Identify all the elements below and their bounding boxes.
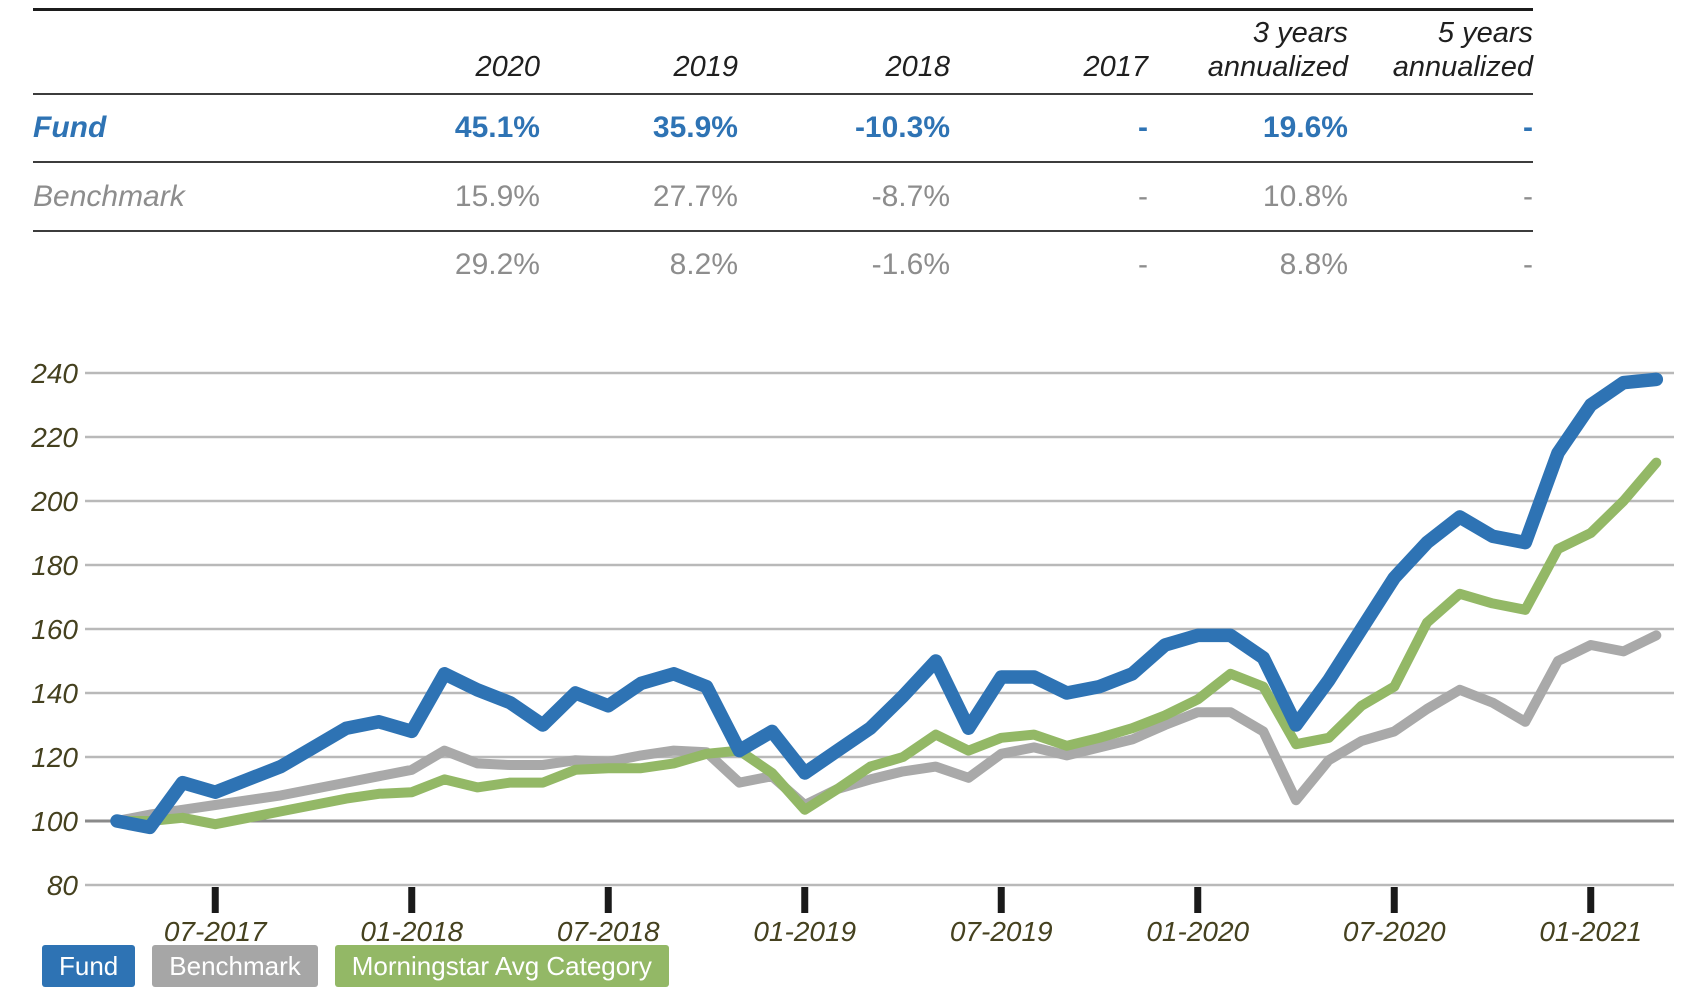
table-cell: 27.7% [652, 179, 738, 213]
x-tick-mark [1587, 887, 1595, 913]
table-header-cell: 2018 [885, 51, 950, 83]
table-cell: -1.6% [871, 248, 950, 281]
x-tick-mark [1390, 887, 1398, 913]
x-axis-label: 01-2018 [360, 916, 463, 947]
y-axis-label: 220 [30, 422, 78, 453]
y-axis-label: 180 [31, 550, 78, 581]
x-axis-label: 07-2020 [1343, 916, 1446, 947]
table-cell: 29.2% [454, 248, 540, 281]
table-header-cell: 3 years annualized [1207, 17, 1348, 83]
table-cell: 19.6% [1262, 111, 1348, 144]
table-cell: 10.8% [1262, 179, 1348, 213]
x-axis-label: 01-2019 [753, 916, 856, 947]
table-cell: - [1138, 111, 1148, 144]
y-axis-label: 100 [31, 806, 78, 837]
table-row-fund: Fund 45.1% 35.9% -10.3% - 19.6% - [33, 95, 1533, 163]
series-line-fund [110, 372, 1664, 835]
x-axis-label: 07-2017 [164, 916, 268, 947]
table-cell: - [1523, 248, 1533, 281]
table-cell: -10.3% [854, 111, 950, 144]
y-axis-label: 160 [31, 614, 78, 645]
table-cell: - [1523, 111, 1533, 144]
x-axis-label: 07-2019 [950, 916, 1053, 947]
legend-item-benchmark: Benchmark [152, 945, 318, 987]
performance-table: 2020 2019 2018 2017 3 years annualized 5 year… [33, 8, 1533, 298]
table-cell: - [1523, 179, 1533, 213]
x-axis-label: 07-2018 [557, 916, 660, 947]
table-cell: 45.1% [454, 111, 540, 144]
table-header-cell: 2017 [1083, 51, 1148, 83]
x-axis-label: 01-2021 [1539, 916, 1642, 947]
legend-item-morningstar-avg-category: Morningstar Avg Category [334, 945, 669, 987]
table-row-category: 29.2% 8.2% -1.6% - 8.8% - [33, 232, 1533, 298]
x-axis-label: 01-2020 [1146, 916, 1249, 947]
table-header-cell: 2019 [673, 51, 738, 83]
x-tick-mark [408, 887, 416, 913]
x-tick-mark [1194, 887, 1202, 913]
table-cell: - [1138, 179, 1148, 213]
table-cell: -8.7% [871, 179, 950, 213]
table-cell: 8.2% [669, 248, 738, 281]
y-axis-label: 120 [31, 742, 78, 773]
table-cell: - [1138, 248, 1148, 281]
table-header-cell: 5 years annualized [1392, 17, 1533, 83]
y-axis-label: 80 [47, 870, 79, 901]
table-cell: 15.9% [454, 179, 540, 213]
table-row-benchmark: Benchmark 15.9% 27.7% -8.7% - 10.8% - [33, 163, 1533, 232]
table-cell: 35.9% [652, 111, 738, 144]
table-row-label: Benchmark [33, 179, 185, 213]
x-tick-mark [997, 887, 1005, 913]
y-axis-label: 200 [30, 486, 78, 517]
legend-item-fund: Fund [42, 945, 136, 987]
table-header-row: 2020 2019 2018 2017 3 years annualized 5 year… [33, 11, 1533, 95]
table-cell: 8.8% [1279, 248, 1348, 281]
table-header-cell: 2020 [475, 51, 540, 83]
series-line-benchmark [112, 630, 1662, 826]
x-tick-mark [211, 887, 219, 913]
x-tick-mark [604, 887, 612, 913]
series-line-morningstar-avg-category [112, 457, 1662, 830]
chart-legend: Fund Benchmark Morningstar Avg Category [42, 945, 669, 987]
y-axis-label: 140 [31, 678, 78, 709]
x-tick-mark [801, 887, 809, 913]
table-row-label: Fund [33, 111, 107, 144]
y-axis-label: 240 [30, 358, 78, 389]
